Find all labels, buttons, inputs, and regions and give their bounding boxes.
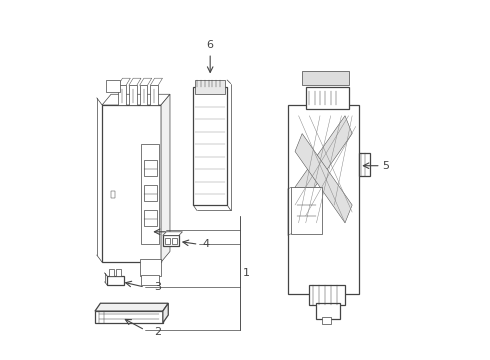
Polygon shape xyxy=(150,78,163,85)
Polygon shape xyxy=(295,116,352,205)
Text: 5: 5 xyxy=(383,161,390,171)
Bar xyxy=(142,144,159,244)
Bar xyxy=(193,87,227,205)
Bar xyxy=(150,85,158,105)
Bar xyxy=(140,85,147,105)
Bar xyxy=(302,71,348,85)
Polygon shape xyxy=(161,94,170,262)
Polygon shape xyxy=(295,134,352,223)
Bar xyxy=(118,85,126,105)
Polygon shape xyxy=(95,303,168,311)
Polygon shape xyxy=(118,78,130,85)
Text: 3: 3 xyxy=(154,282,161,292)
Bar xyxy=(144,160,157,176)
Bar xyxy=(140,258,161,276)
Bar xyxy=(142,275,159,285)
Bar xyxy=(117,269,121,276)
Text: 4: 4 xyxy=(202,239,209,249)
Bar xyxy=(359,153,370,176)
Bar xyxy=(144,185,157,202)
Bar xyxy=(195,80,225,94)
Bar xyxy=(144,210,157,226)
Bar xyxy=(292,187,322,234)
Polygon shape xyxy=(95,311,163,323)
Text: 2: 2 xyxy=(154,327,161,337)
Bar xyxy=(306,87,348,109)
Text: 6: 6 xyxy=(207,40,214,50)
Polygon shape xyxy=(140,78,152,85)
Bar xyxy=(317,303,340,319)
Bar xyxy=(107,276,123,285)
Polygon shape xyxy=(102,94,170,105)
Text: 1: 1 xyxy=(243,268,250,278)
Bar xyxy=(322,317,331,324)
Bar xyxy=(109,269,114,276)
Bar xyxy=(129,85,137,105)
Bar xyxy=(288,105,359,294)
Bar xyxy=(106,80,120,93)
Polygon shape xyxy=(129,78,141,85)
Polygon shape xyxy=(163,232,182,235)
Bar xyxy=(165,238,170,244)
Bar xyxy=(111,192,115,198)
Bar xyxy=(163,235,179,246)
Polygon shape xyxy=(163,303,168,323)
Bar xyxy=(309,285,345,305)
Bar xyxy=(102,105,161,262)
Bar xyxy=(172,238,177,244)
